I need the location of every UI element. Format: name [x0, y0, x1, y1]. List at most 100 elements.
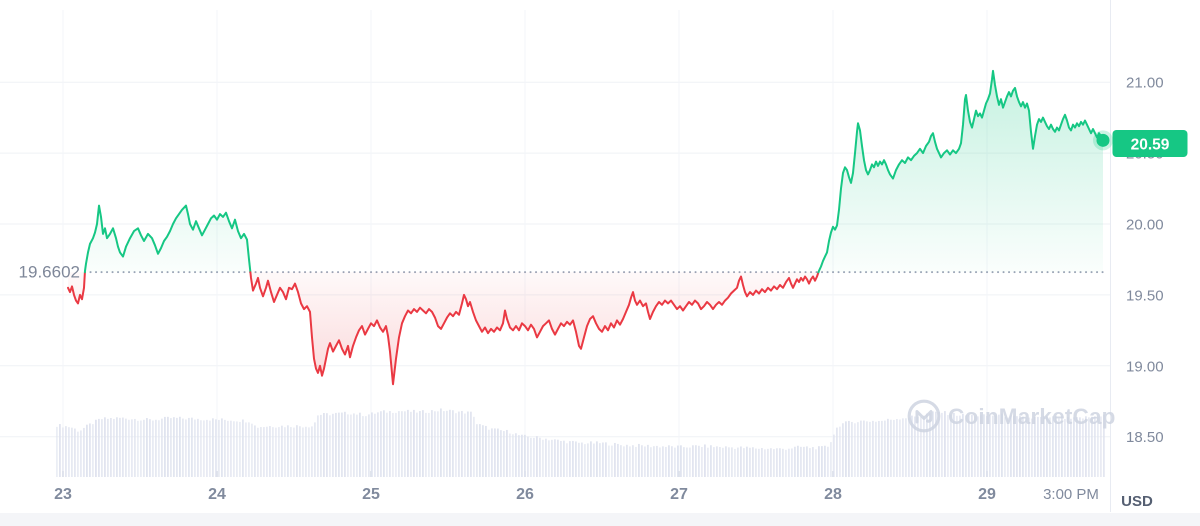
x-axis-tick-label: 3:00 PM: [1043, 486, 1099, 503]
area-fill-up: [84, 205, 251, 273]
volume-bar: [869, 421, 871, 477]
volume-bar: [266, 426, 268, 477]
volume-bar: [881, 420, 883, 477]
volume-bar: [926, 413, 928, 477]
x-axis-tick-label: 24: [208, 486, 226, 503]
volume-bar: [1028, 417, 1030, 477]
volume-bar: [749, 447, 751, 477]
volume-bar: [395, 412, 397, 477]
volume-bar: [464, 413, 466, 477]
volume-bar: [455, 413, 457, 477]
volume-bar: [278, 427, 280, 477]
volume-bar: [788, 448, 790, 477]
volume-bar: [473, 416, 475, 477]
volume-bar: [725, 446, 727, 477]
volume-bar: [119, 417, 121, 477]
volume-bar: [74, 428, 76, 477]
volume-bar: [1100, 416, 1102, 477]
volume-bar: [539, 437, 541, 477]
volume-bar: [854, 423, 856, 477]
volume-bar: [737, 447, 739, 477]
volume-bar: [713, 447, 715, 477]
volume-bar: [143, 419, 145, 477]
volume-bar: [578, 442, 580, 477]
volume-bar: [791, 448, 793, 477]
volume-bar: [635, 446, 637, 477]
volume-bar: [596, 441, 598, 477]
volume-bar: [485, 425, 487, 477]
volume-bar: [638, 443, 640, 477]
volume-bar: [1037, 416, 1039, 477]
volume-bar: [134, 418, 136, 477]
volume-bar: [1046, 415, 1048, 477]
volume-bar: [950, 414, 952, 477]
volume-bar: [875, 421, 877, 477]
volume-bar: [1049, 417, 1051, 477]
volume-bar: [1016, 416, 1018, 477]
volume-bar: [851, 421, 853, 477]
volume-bar: [167, 416, 169, 477]
volume-bar: [488, 429, 490, 477]
volume-bar: [878, 420, 880, 477]
volume-bar: [995, 415, 997, 477]
volume-bar: [203, 420, 205, 477]
volume-bar: [110, 417, 112, 477]
volume-bar: [548, 440, 550, 477]
volume-bar: [836, 427, 838, 477]
volume-bar: [935, 411, 937, 477]
volume-bar: [665, 446, 667, 477]
x-axis-tick-label: 27: [670, 486, 688, 503]
volume-bar: [341, 412, 343, 477]
volume-bar: [155, 419, 157, 477]
current-price-badge: 20.59: [1112, 130, 1188, 157]
volume-bar: [872, 420, 874, 477]
volume-bar: [1058, 418, 1060, 477]
volume-bar: [494, 428, 496, 477]
volume-bar: [1073, 417, 1075, 477]
volume-bar: [461, 410, 463, 477]
volume-bar: [1079, 417, 1081, 477]
volume-bar: [695, 445, 697, 477]
volume-bar: [857, 422, 859, 477]
volume-bar: [518, 435, 520, 477]
volume-bar: [401, 411, 403, 477]
volume-bar: [326, 413, 328, 477]
volume-bar: [1031, 418, 1033, 477]
volume-bar: [296, 425, 298, 477]
volume-bar: [773, 449, 775, 477]
x-axis-tick-label: 25: [362, 486, 380, 503]
volume-bar: [743, 448, 745, 477]
x-axis-tick-label: 29: [978, 486, 996, 503]
volume-bar: [689, 447, 691, 477]
volume-bar: [602, 442, 604, 477]
volume-bar: [185, 419, 187, 477]
volume-bar: [191, 417, 193, 477]
volume-bar: [923, 415, 925, 477]
volume-bar: [263, 427, 265, 477]
volume-bar: [536, 436, 538, 477]
volume-bar: [998, 414, 1000, 477]
volume-bar: [920, 416, 922, 477]
volume-bar: [626, 444, 628, 477]
volume-bar: [794, 446, 796, 477]
volume-bar: [503, 431, 505, 477]
coinmarketcap-watermark: CoinMarketCap: [907, 399, 1115, 433]
volume-bar: [1061, 416, 1063, 477]
volume-bar: [194, 419, 196, 477]
volume-bar: [545, 438, 547, 477]
volume-bar: [575, 441, 577, 477]
y-axis-tick-label: 21.00: [1126, 75, 1164, 92]
volume-bar: [428, 412, 430, 477]
volume-bar: [974, 416, 976, 477]
volume-bar: [782, 448, 784, 477]
volume-bar: [632, 445, 634, 477]
volume-bar: [365, 416, 367, 477]
volume-bar: [272, 427, 274, 477]
volume-bar: [482, 425, 484, 477]
current-price-dot: [1093, 130, 1113, 151]
volume-bar: [269, 426, 271, 477]
volume-bar: [557, 439, 559, 477]
volume-bar: [722, 447, 724, 477]
